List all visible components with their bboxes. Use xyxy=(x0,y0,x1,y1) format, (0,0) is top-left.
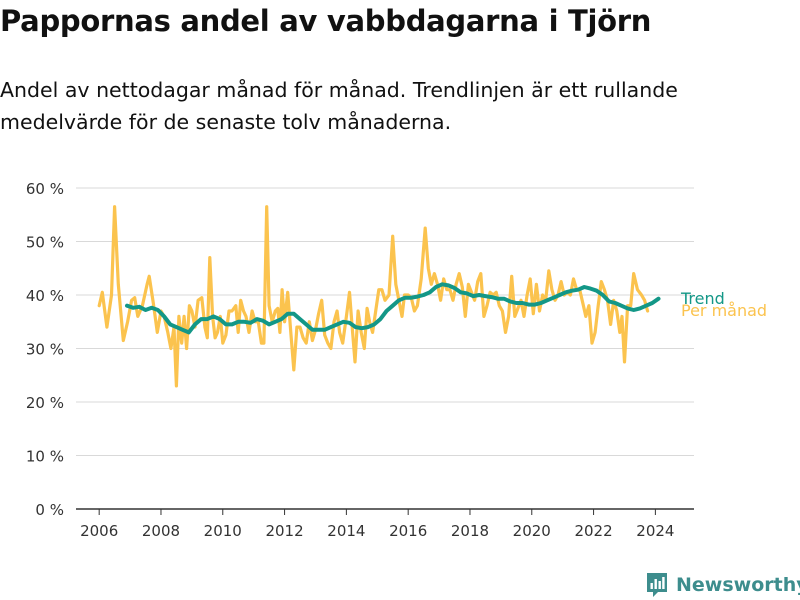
y-tick-label: 30 % xyxy=(26,341,64,359)
x-tick-label: 2024 xyxy=(636,522,674,540)
x-tick-label: 2014 xyxy=(327,522,365,540)
monthly-series-line xyxy=(97,205,650,388)
y-tick-label: 0 % xyxy=(35,501,64,519)
y-tick-label: 60 % xyxy=(26,180,64,198)
y-tick-label: 40 % xyxy=(26,287,64,305)
y-tick-label: 10 % xyxy=(26,448,64,466)
brand-name: Newsworthy xyxy=(676,574,800,596)
bar-chart-icon xyxy=(647,573,667,597)
chart-subtitle: Andel av nettodagar månad för månad. Tre… xyxy=(0,78,678,134)
series-lines xyxy=(97,205,661,388)
x-tick-label: 2006 xyxy=(80,522,118,540)
line-chart: 0 % 10 % 20 % 30 % 40 % 50 % 60 % 2006 2008 2010… xyxy=(26,180,767,540)
newsworthy-logo: Newsworthy xyxy=(645,570,800,600)
y-tick-label: 20 % xyxy=(26,394,64,412)
chart-title: Pappornas andel av vabbdagarna i Tjörn xyxy=(0,4,652,38)
y-axis-tick-labels: 0 % 10 % 20 % 30 % 40 % 50 % 60 % xyxy=(26,180,64,519)
x-tick-label: 2020 xyxy=(513,522,551,540)
x-axis-tick-labels: 2006 2008 2010 2012 2014 2016 2018 2020 2022 2024 xyxy=(80,509,674,540)
trend-series-label: Trend xyxy=(680,289,725,308)
x-tick-label: 2018 xyxy=(451,522,489,540)
x-tick-label: 2010 xyxy=(204,522,242,540)
trend-series-line xyxy=(125,282,661,335)
monthly-series-label: Per månad xyxy=(681,301,767,320)
y-tick-label: 50 % xyxy=(26,234,64,252)
x-tick-label: 2016 xyxy=(389,522,427,540)
x-tick-label: 2008 xyxy=(142,522,180,540)
x-tick-label: 2022 xyxy=(574,522,612,540)
x-tick-label: 2012 xyxy=(265,522,303,540)
